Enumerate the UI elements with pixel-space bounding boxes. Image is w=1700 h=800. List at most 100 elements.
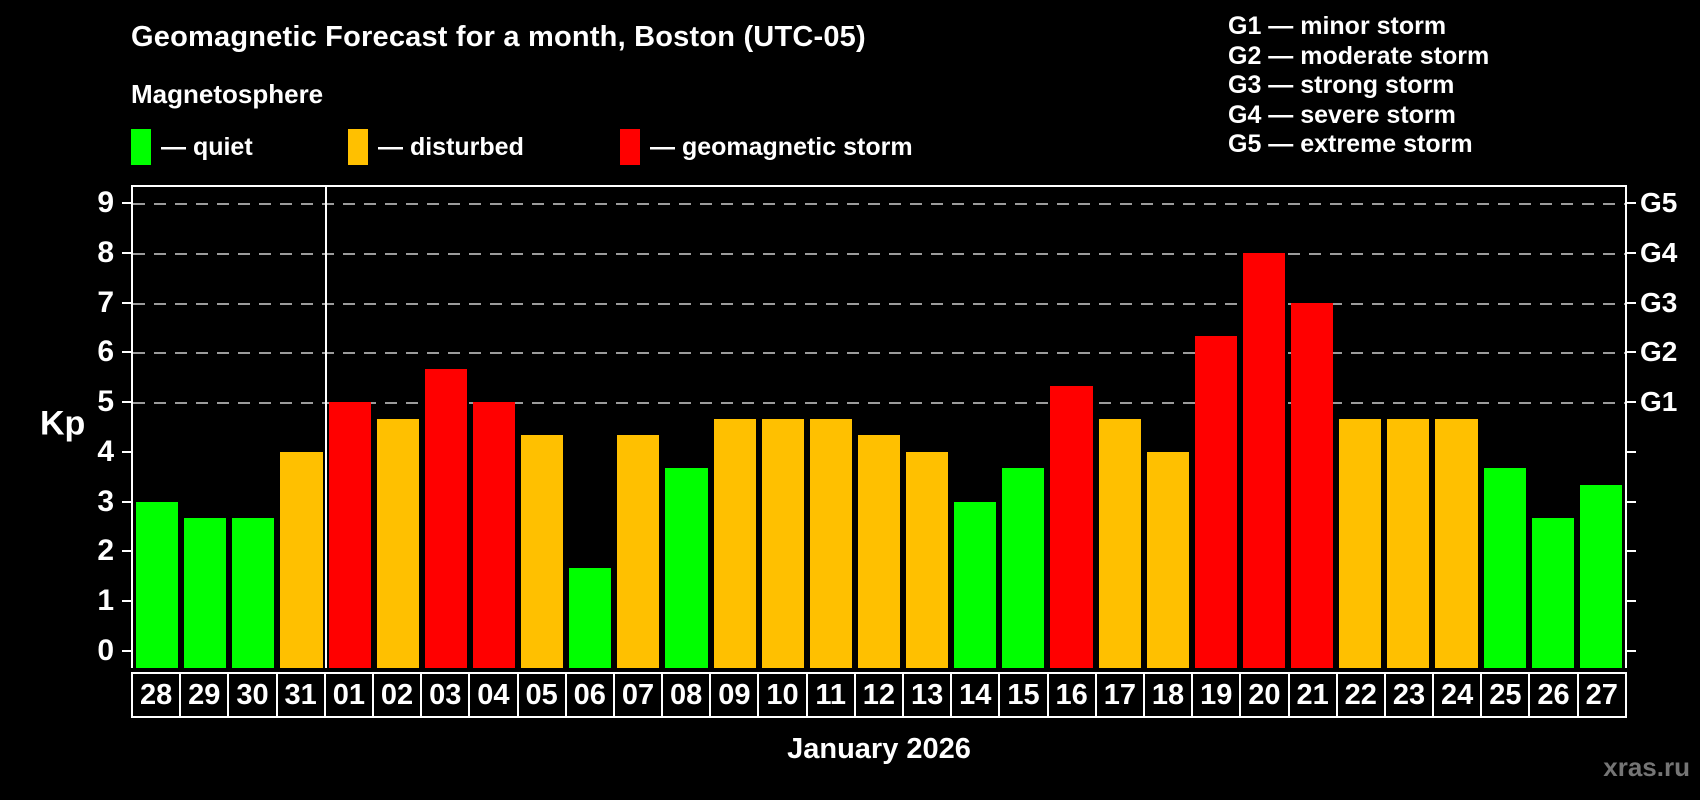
legend-item-disturbed: — disturbed [348,128,524,166]
disturbed-swatch [348,129,368,165]
day-label-10: 10 [757,672,808,718]
day-label-28: 28 [131,672,182,718]
kp-bar-day-20 [1242,252,1285,668]
day-label-27: 27 [1576,672,1627,718]
month-boundary-line [324,187,327,668]
right-tick-5 [1625,401,1636,404]
left-tick-1 [122,600,133,603]
left-tick-4 [122,450,133,453]
bar-slot-06 [566,187,614,668]
kp-bar-day-26 [1531,518,1574,668]
kp-bar-day-07 [617,435,660,668]
kp-tick-label-9: 9 [97,185,114,219]
kp-bar-day-19 [1194,335,1237,668]
bar-slot-17 [1096,187,1144,668]
quiet-swatch [131,129,151,165]
g-scale-label-g4: G4 [1640,236,1678,268]
kp-bar-day-06 [569,567,612,668]
day-label-16: 16 [1046,672,1097,718]
kp-tick-label-3: 3 [97,484,114,518]
day-label-04: 04 [468,672,519,718]
bar-slot-12 [855,187,903,668]
bar-slot-19 [1192,187,1240,668]
bar-slot-05 [518,187,566,668]
kp-bar-day-01 [328,402,371,668]
right-tick-9 [1625,201,1636,204]
bar-slot-02 [374,187,422,668]
legend-item-storm: — geomagnetic storm [620,128,913,166]
bars-container [133,187,1625,668]
kp-bar-day-22 [1339,418,1382,668]
day-label-19: 19 [1191,672,1242,718]
bar-slot-28 [133,187,181,668]
day-label-06: 06 [564,672,615,718]
bar-slot-29 [181,187,229,668]
bar-slot-16 [1047,187,1095,668]
kp-bar-day-23 [1387,418,1430,668]
bar-slot-31 [277,187,325,668]
g-scale-label-g5: G5 [1640,186,1678,218]
left-tick-3 [122,500,133,503]
bar-slot-22 [1336,187,1384,668]
kp-bar-day-24 [1435,418,1478,668]
bar-slot-08 [662,187,710,668]
day-label-08: 08 [661,672,712,718]
day-label-09: 09 [709,672,760,718]
day-label-12: 12 [853,672,904,718]
chart-subtitle: Magnetosphere [131,79,324,109]
day-label-row: 28 29 30 31 01 02 03 04 05 06 07 08 09 10 11 12 13 14 15 16… [131,672,1627,718]
right-tick-6 [1625,351,1636,354]
day-label-14: 14 [950,672,1001,718]
g-scale-label-g2: G2 [1640,336,1678,368]
bar-slot-26 [1529,187,1577,668]
day-label-31: 31 [275,672,326,718]
day-label-15: 15 [998,672,1049,718]
kp-bar-day-31 [280,451,323,668]
kp-bar-day-29 [184,518,227,668]
kp-bar-day-09 [713,418,756,668]
kp-tick-label-4: 4 [97,434,114,468]
kp-bar-day-10 [761,418,804,668]
kp-bar-day-30 [232,518,275,668]
g-scale-legend: G1 — minor storm G2 — moderate storm G3 … [1228,12,1489,160]
gridline-kp-7 [133,302,1625,305]
kp-tick-label-7: 7 [97,285,114,319]
bar-slot-04 [470,187,518,668]
bar-slot-11 [807,187,855,668]
kp-bar-day-15 [1002,468,1045,668]
kp-bar-day-05 [521,435,564,668]
quiet-label: — quiet [161,132,253,161]
bar-slot-03 [422,187,470,668]
kp-bar-day-11 [809,418,852,668]
bar-slot-18 [1144,187,1192,668]
day-label-05: 05 [516,672,567,718]
bar-slot-20 [1240,187,1288,668]
gridline-kp-6 [133,352,1625,355]
g3-legend-line: G3 — strong storm [1228,71,1455,99]
day-label-03: 03 [420,672,471,718]
kp-bar-day-04 [472,402,515,668]
storm-label: — geomagnetic storm [650,132,913,161]
watermark: xras.ru [1603,752,1690,782]
day-label-20: 20 [1239,672,1290,718]
bar-slot-09 [711,187,759,668]
right-tick-3 [1625,500,1636,503]
right-tick-2 [1625,550,1636,553]
right-tick-8 [1625,251,1636,254]
day-label-30: 30 [227,672,278,718]
kp-bar-day-03 [424,368,467,668]
bar-slot-15 [999,187,1047,668]
kp-bar-day-16 [1050,385,1093,668]
g-scale-label-g1: G1 [1640,386,1678,418]
g4-legend-line: G4 — severe storm [1228,100,1456,129]
storm-swatch [620,129,640,165]
right-tick-7 [1625,301,1636,304]
day-label-13: 13 [902,672,953,718]
left-tick-9 [122,201,133,204]
bar-slot-23 [1384,187,1432,668]
kp-bar-day-27 [1579,485,1622,668]
gridline-kp-5 [133,402,1625,405]
gridline-kp-9 [133,202,1625,205]
left-tick-7 [122,301,133,304]
day-label-23: 23 [1383,672,1435,718]
